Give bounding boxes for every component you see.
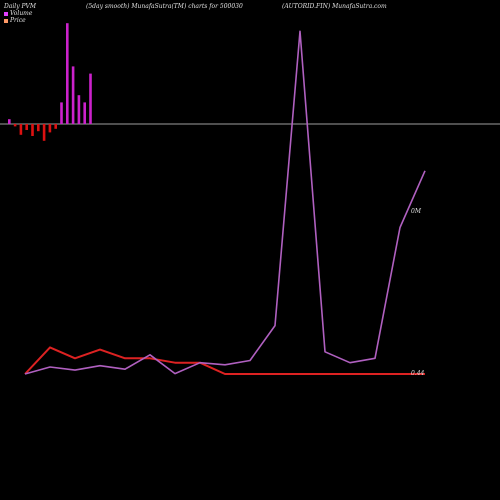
volume-bar xyxy=(54,124,57,129)
volume-bars xyxy=(8,23,92,141)
volume-line xyxy=(24,30,426,375)
volume-bar xyxy=(66,23,69,125)
volume-bar xyxy=(48,124,52,133)
volume-bar xyxy=(77,95,81,124)
volume-bar xyxy=(13,124,17,127)
volume-bar xyxy=(60,102,63,124)
header-center: (5day smooth) MunafaSutra(TM) charts for… xyxy=(86,3,243,10)
header-right: (AUTORID.FIN) MunafaSutra.com xyxy=(282,3,387,10)
legend-label-volume: Volume xyxy=(10,10,33,17)
volume-bar xyxy=(89,73,92,124)
volume-bar xyxy=(71,66,75,124)
legend-item-volume: Volume xyxy=(4,10,32,17)
volume-bar xyxy=(31,124,34,136)
volume-bar xyxy=(25,124,28,130)
price-line xyxy=(24,346,425,375)
line-series xyxy=(24,30,426,375)
legend-swatch-price xyxy=(4,18,8,23)
volume-bar xyxy=(19,124,23,135)
volume-bar xyxy=(37,124,40,132)
legend-swatch-volume xyxy=(4,11,8,16)
header-left: Daily PVM xyxy=(4,3,37,10)
volume-bar xyxy=(83,102,86,124)
legend-label-price: Price xyxy=(10,17,26,24)
label-upper: 0M xyxy=(411,208,422,215)
label-lower: 0.44 xyxy=(411,370,425,377)
volume-bar xyxy=(8,119,11,124)
volume-bar xyxy=(42,124,46,141)
legend-item-price: Price xyxy=(4,17,26,24)
